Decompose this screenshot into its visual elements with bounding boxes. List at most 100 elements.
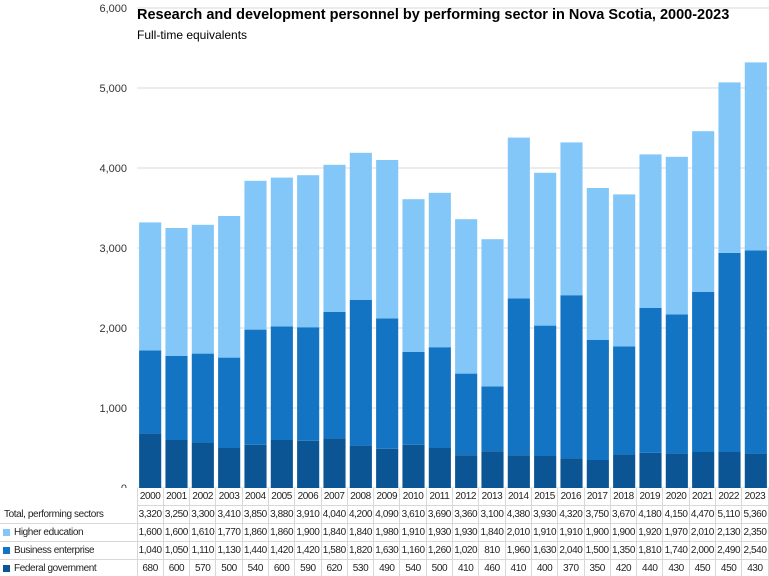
table-cell: 2016 [557, 488, 585, 506]
table-cell: 2002 [189, 488, 217, 506]
bar-business-enterprise [586, 340, 609, 460]
table-cell: 2023 [741, 488, 769, 506]
table-cell: 3,880 [267, 505, 296, 524]
table-cell: 1,840 [320, 523, 348, 542]
legend-swatch [3, 547, 10, 554]
y-tick-label: 2,000 [99, 323, 127, 335]
table-cell: 1,630 [530, 541, 559, 560]
table-cell: 2012 [452, 488, 480, 506]
row-label: Business enterprise [0, 541, 138, 560]
table-row: Higher education 1,600 1,600 1,610 1,770 1,86… [0, 523, 769, 542]
table-cell: 2,130 [715, 523, 743, 542]
table-row: Business enterprise 1,040 1,050 1,110 1,130 1… [0, 541, 769, 560]
bar-federal-government [139, 433, 162, 488]
legend-swatch [3, 565, 10, 572]
table-cell: 4,040 [320, 505, 348, 524]
table-cell: 1,820 [346, 541, 375, 560]
bar-federal-government [428, 448, 451, 488]
table-cell: 680 [136, 559, 164, 576]
bar-business-enterprise [455, 373, 478, 456]
table-cell: 430 [662, 559, 690, 576]
bar-higher-education [534, 172, 557, 326]
table-cell: 2006 [294, 488, 322, 506]
table-cell: 1,900 [294, 523, 322, 542]
table-cell: 500 [215, 559, 243, 576]
table-cell: 4,180 [636, 505, 664, 524]
table-cell: 1,160 [399, 541, 427, 560]
table-cell: 1,910 [557, 523, 585, 542]
table-cell: 530 [346, 559, 375, 576]
row-label: Total, performing sectors [4, 508, 104, 520]
bar-higher-education [744, 62, 767, 251]
table-cell: 1,580 [320, 541, 348, 560]
table-cell: 3,300 [189, 505, 217, 524]
table-cell: 3,250 [162, 505, 191, 524]
table-cell: 1,020 [452, 541, 480, 560]
bar-business-enterprise [323, 312, 346, 439]
bar-higher-education [218, 216, 241, 358]
bar-federal-government [534, 456, 557, 488]
table-cell: 1,420 [267, 541, 296, 560]
bar-higher-education [402, 199, 425, 352]
table-cell: 3,610 [399, 505, 427, 524]
bar-federal-government [323, 438, 346, 488]
table-cell: 410 [452, 559, 480, 576]
table-row: Federal government 680 600 570 500 540 600 590 6… [0, 559, 769, 576]
bar-federal-government [639, 452, 662, 488]
bar-business-enterprise [481, 386, 504, 452]
table-cell: 1,860 [241, 523, 269, 542]
table-cell: 2001 [162, 488, 191, 506]
table-cell: 3,410 [215, 505, 243, 524]
bar-higher-education [639, 154, 662, 308]
table-cell: 1,610 [189, 523, 217, 542]
table-cell: 620 [320, 559, 348, 576]
y-tick-label: 1,000 [99, 403, 127, 415]
table-cell: 2021 [688, 488, 717, 506]
table-cell: 1,350 [609, 541, 638, 560]
table-cell: 4,320 [557, 505, 585, 524]
bar-business-enterprise [665, 314, 688, 454]
bar-business-enterprise [376, 318, 399, 449]
bar-higher-education [376, 160, 399, 319]
bar-higher-education [139, 222, 162, 351]
bar-federal-government [165, 440, 188, 488]
table-cell: 1,500 [583, 541, 611, 560]
table-cell: 1,910 [530, 523, 559, 542]
table-cell: 810 [478, 541, 506, 560]
table-cell: 540 [399, 559, 427, 576]
table-cell: 2015 [530, 488, 559, 506]
table-cell: 2013 [478, 488, 506, 506]
table-cell: 2007 [320, 488, 348, 506]
bar-higher-education [665, 156, 688, 315]
table-cell: 2,040 [557, 541, 585, 560]
stacked-bar-chart: 0 1,000 2,000 3,000 4,000 5,000 6,000 [99, 3, 769, 488]
bar-business-enterprise [507, 298, 530, 456]
bar-higher-education [323, 164, 346, 312]
table-cell: 2,010 [688, 523, 717, 542]
table-cell: 350 [583, 559, 611, 576]
table-cell: 2005 [267, 488, 296, 506]
table-cell: 3,320 [136, 505, 164, 524]
bar-business-enterprise [218, 357, 241, 448]
table-cell: 3,100 [478, 505, 506, 524]
table-cell: 4,380 [504, 505, 532, 524]
table-cell: 1,970 [662, 523, 690, 542]
table-cell: 1,630 [373, 541, 401, 560]
table-cell: 1,600 [136, 523, 164, 542]
bar-federal-government [297, 440, 320, 488]
bar-higher-education [613, 194, 636, 347]
table-cell: 1,900 [609, 523, 638, 542]
table-cell: 1,960 [504, 541, 532, 560]
table-cell: 1,770 [215, 523, 243, 542]
table-cell: 2008 [346, 488, 375, 506]
table-cell: 1,900 [583, 523, 611, 542]
table-cell: 1,840 [346, 523, 375, 542]
bar-federal-government [692, 452, 715, 488]
table-cell: 440 [636, 559, 664, 576]
table-cell: 1,810 [636, 541, 664, 560]
year-header-row: 2000 2001 2002 2003 2004 2005 2006 2007 2008 2009… [0, 488, 769, 506]
bar-federal-government [455, 455, 478, 488]
table-cell: 1,130 [215, 541, 243, 560]
table-cell: 1,420 [294, 541, 322, 560]
bar-federal-government [376, 448, 399, 488]
